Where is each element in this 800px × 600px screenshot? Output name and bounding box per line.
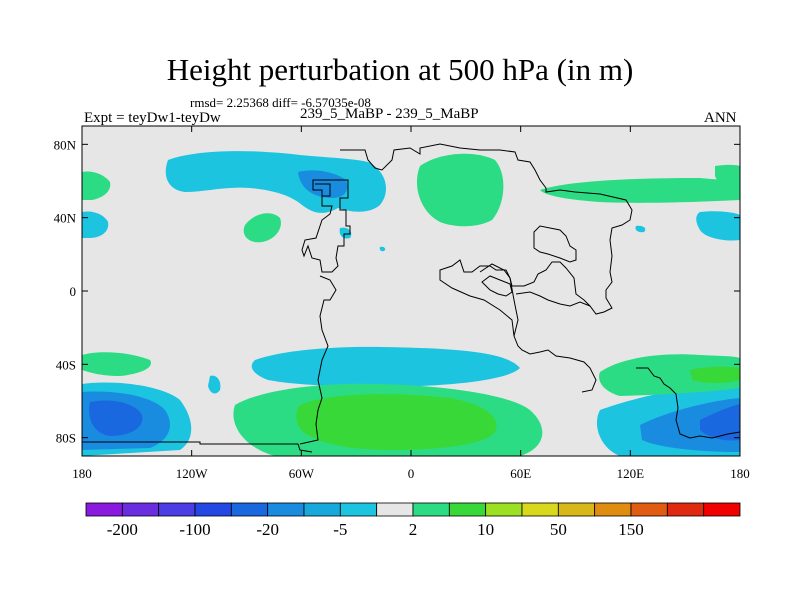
- x-tick-label: 120E: [617, 466, 645, 481]
- contour-green-south-west-edge: [82, 352, 151, 376]
- contour-blue-west-40n: [82, 211, 109, 238]
- outline-south-america: [299, 275, 337, 445]
- contour-green-north-atlantic: [416, 153, 504, 227]
- outline-australia: [636, 367, 740, 439]
- x-tick-label: 60E: [510, 466, 531, 481]
- experiment-label: Expt = teyDw1-teyDw: [84, 110, 221, 126]
- colorbar-swatch: [521, 502, 559, 517]
- outline-north-america: [301, 179, 351, 273]
- colorbar-swatch: [485, 502, 523, 517]
- colorbar-swatch: [703, 502, 741, 517]
- outline-southeast-asia: [515, 291, 591, 307]
- colorbar-label: -200: [107, 520, 138, 539]
- contour-blue-east-40n: [696, 211, 740, 241]
- colorbar-swatch: [557, 502, 596, 517]
- outline-africa: [479, 263, 519, 337]
- colorbar-swatch: [376, 502, 414, 517]
- colorbar-swatch: [158, 502, 196, 517]
- axis-ticks: 180 120W 60W 0 60E 120E 180 80N 40N 0 40S 80S: [54, 126, 750, 481]
- contour-blue-south-indian-mid: [640, 398, 740, 452]
- colorbar-label: -5: [333, 520, 347, 539]
- contour-green-west-edge: [82, 171, 111, 200]
- contour-blue-tiny: [379, 246, 386, 252]
- contour-green-south-east-core: [690, 366, 740, 383]
- outline-asia-east: [533, 225, 577, 263]
- colorbar: -200 -100 -20 -5 2 10 50 150: [85, 502, 741, 539]
- contour-blue-tiny-east: [635, 225, 646, 233]
- contour-field: [82, 143, 740, 456]
- colorbar-swatch: [594, 502, 632, 517]
- colorbar-swatch: [85, 502, 123, 517]
- outline-eurasia: [340, 143, 633, 393]
- contour-green-asia: [540, 178, 740, 203]
- outline-antarctica: [82, 441, 313, 453]
- colorbar-swatch: [630, 502, 668, 517]
- case-label: 239_5_MaBP - 239_5_MaBP: [300, 106, 479, 122]
- colorbar-label: 2: [409, 520, 418, 539]
- contour-blue-tiny-south: [208, 375, 221, 394]
- colorbar-label: 10: [477, 520, 494, 539]
- y-tick-label: 0: [70, 284, 77, 299]
- colorbar-swatch: [448, 502, 487, 517]
- colorbar-label: -20: [256, 520, 279, 539]
- outline-greenland: [315, 183, 331, 197]
- x-tick-label: 180: [730, 466, 750, 481]
- colorbar-swatch: [666, 502, 705, 517]
- contour-green-pacific-blob: [243, 213, 281, 243]
- continent-outlines: [82, 143, 740, 453]
- x-tick-label: 60W: [289, 466, 315, 481]
- colorbar-label: 50: [550, 520, 567, 539]
- plot-title: Height perturbation at 500 hPa (in m): [166, 52, 634, 87]
- colorbar-swatch: [121, 502, 160, 517]
- x-tick-label: 120W: [176, 466, 209, 481]
- x-tick-label: 0: [408, 466, 415, 481]
- contour-blue-south-indian-core: [700, 404, 740, 441]
- y-tick-label: 80S: [56, 431, 76, 446]
- colorbar-label: -100: [179, 520, 210, 539]
- colorbar-swatch: [412, 502, 450, 517]
- stats-label: rmsd= 2.25368 diff= -6.57035e-08: [190, 95, 371, 110]
- season-label: ANN: [704, 110, 737, 126]
- y-tick-label: 80N: [54, 137, 77, 152]
- y-tick-label: 40S: [56, 357, 76, 372]
- contour-green-south-atlantic-core: [296, 394, 497, 450]
- colorbar-swatch: [194, 502, 232, 517]
- colorbar-swatch: [267, 502, 305, 517]
- contour-blue-small-pacific: [339, 227, 352, 239]
- x-tick-label: 180: [72, 466, 92, 481]
- colorbar-swatch: [339, 502, 378, 517]
- contour-blue-south-pacific-core: [89, 400, 143, 436]
- colorbar-swatch: [303, 502, 341, 517]
- contour-green-east-edge: [715, 164, 740, 190]
- colorbar-swatch: [230, 502, 269, 517]
- contour-green-south-east: [599, 354, 740, 396]
- y-tick-label: 40N: [54, 211, 77, 226]
- contour-blue-south-band: [251, 346, 521, 387]
- colorbar-label: 150: [618, 520, 644, 539]
- outline-india: [481, 275, 513, 297]
